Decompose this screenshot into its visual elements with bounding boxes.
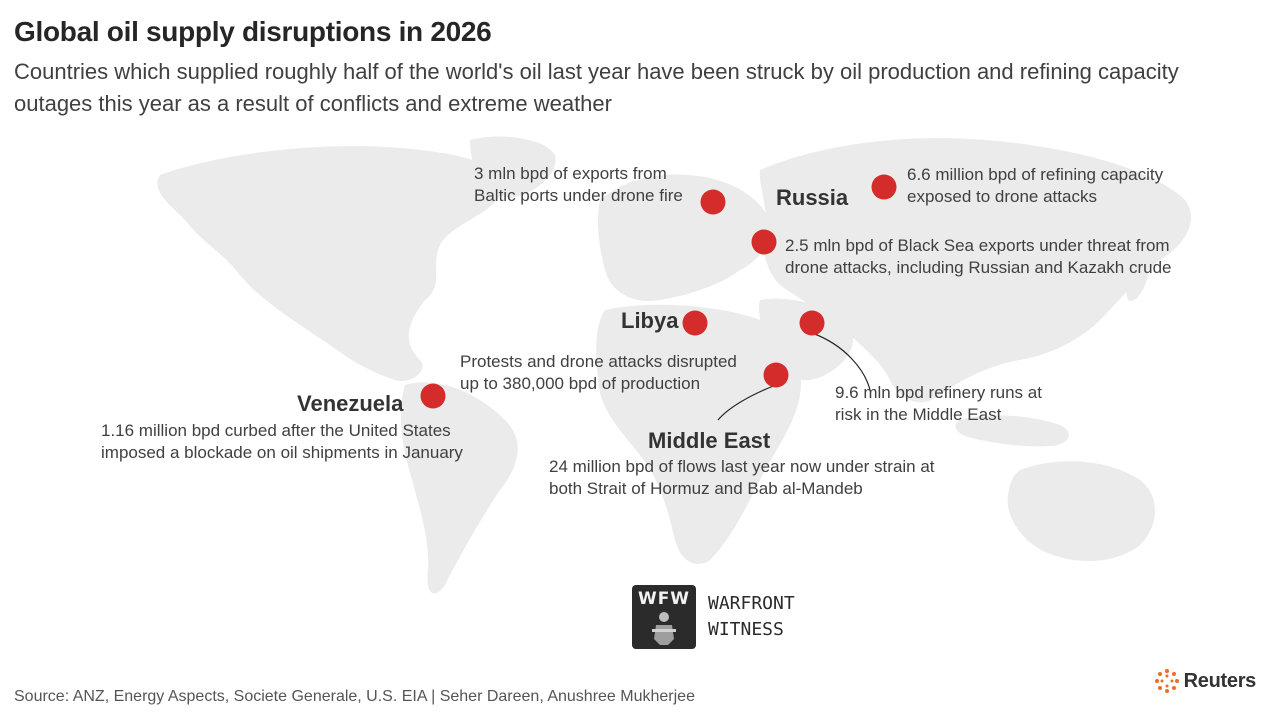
marker-red-sea[interactable]	[763, 362, 789, 388]
annotation-line: 6.6 million bpd of refining capacity	[907, 165, 1164, 184]
warfront-witness-logo: WFW	[632, 585, 696, 649]
country-label-middle-east: Middle East	[648, 428, 771, 453]
landmass-indonesia	[955, 415, 1069, 447]
landmass-asia	[759, 138, 1191, 403]
marker-gulf[interactable]	[799, 310, 825, 336]
annotation-line: imposed a blockade on oil shipments in J…	[101, 443, 463, 462]
landmass-australia	[1007, 461, 1155, 562]
annotation-libya: Protests and drone attacks disrupted up …	[460, 351, 737, 395]
country-label-russia: Russia	[776, 185, 849, 210]
annotation-line: Protests and drone attacks disrupted	[460, 352, 737, 371]
annotation-venezuela: 1.16 million bpd curbed after the United…	[101, 420, 463, 464]
reuters-brand[interactable]: Reuters	[1154, 668, 1256, 694]
map-subtitle: Countries which supplied roughly half of…	[14, 59, 1179, 116]
annotation-black-sea: 2.5 mln bpd of Black Sea exports under t…	[785, 235, 1172, 279]
landmass-north-america	[157, 146, 502, 381]
marker-baltic[interactable]	[700, 189, 726, 215]
annotation-line: 9.6 mln bpd refinery runs at	[835, 383, 1042, 402]
landmass-middle-east	[759, 298, 854, 381]
annotation-line: drone attacks, including Russian and Kaz…	[785, 258, 1172, 277]
marker-libya[interactable]	[682, 310, 708, 336]
soldier-icon	[652, 612, 676, 645]
annotation-baltic: 3 mln bpd of exports from Baltic ports u…	[474, 163, 683, 207]
map-title: Global oil supply disruptions in 2026	[14, 16, 492, 47]
annotation-russia-refining: 6.6 million bpd of refining capacity exp…	[907, 164, 1163, 208]
annotation-middle-east: 24 million bpd of flows last year now un…	[549, 456, 935, 500]
landmass-greenland	[470, 136, 556, 198]
marker-black-sea[interactable]	[751, 229, 777, 255]
callout-refinery-runs	[811, 332, 871, 391]
landmass-europe	[597, 174, 771, 301]
annotation-line: 1.16 million bpd curbed after the United…	[101, 421, 451, 440]
reuters-logo-icon	[1154, 669, 1179, 693]
annotation-refinery-runs: 9.6 mln bpd refinery runs at risk in the…	[835, 382, 1042, 426]
marker-russia-refining[interactable]	[871, 174, 897, 200]
annotation-line: 2.5 mln bpd of Black Sea exports under t…	[785, 236, 1170, 255]
warfront-witness-watermark: WFW WARFRONT WITNESS	[632, 585, 795, 649]
annotation-line: exposed to drone attacks	[907, 187, 1097, 206]
landmass-africa	[596, 304, 801, 564]
annotation-line: risk in the Middle East	[835, 405, 1002, 424]
annotation-line: up to 380,000 bpd of production	[460, 374, 701, 393]
landmass-south-america	[400, 382, 518, 594]
annotation-line: 3 mln bpd of exports from	[474, 164, 667, 183]
marker-venezuela[interactable]	[420, 383, 446, 409]
watermark-line1: WARFRONT	[708, 593, 795, 614]
annotation-line: 24 million bpd of flows last year now un…	[549, 457, 935, 476]
country-label-venezuela: Venezuela	[297, 391, 404, 416]
watermark-line2: WITNESS	[708, 619, 784, 640]
landmass-japan	[1126, 261, 1149, 301]
callout-middle-east	[717, 384, 777, 421]
annotation-line: Baltic ports under drone fire	[474, 186, 683, 205]
source-credit: Source: ANZ, Energy Aspects, Societe Gen…	[14, 688, 695, 705]
country-label-libya: Libya	[621, 308, 679, 333]
annotation-line: both Strait of Hormuz and Bab al-Mandeb	[549, 479, 863, 498]
watermark-text: WARFRONT WITNESS	[708, 591, 795, 643]
logo-letters: WFW	[637, 589, 691, 609]
reuters-wordmark: Reuters	[1183, 669, 1257, 692]
